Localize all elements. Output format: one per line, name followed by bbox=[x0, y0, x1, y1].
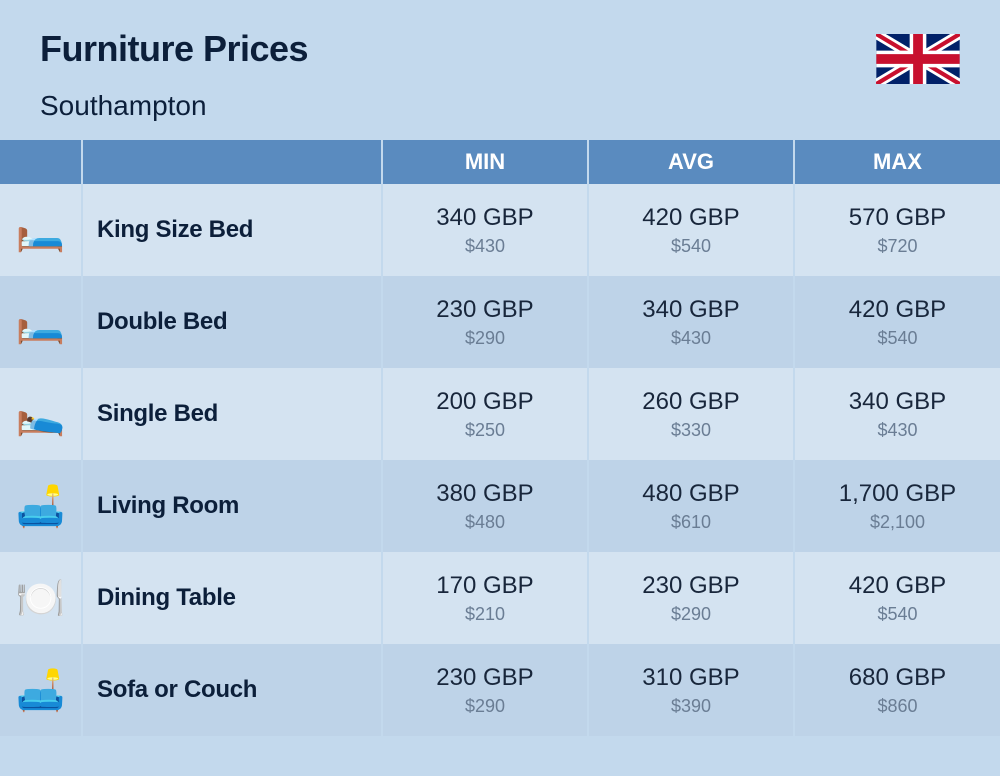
avg-cell: 230 GBP $290 bbox=[588, 552, 794, 644]
table-row: 🛏️King Size Bed340 GBP $430 420 GBP $540 570… bbox=[0, 184, 1000, 276]
price-table: MIN AVG MAX 🛏️King Size Bed340 GBP$43042… bbox=[0, 140, 1000, 736]
max-secondary: $540 bbox=[801, 604, 994, 625]
furniture-icon: 🛌 bbox=[0, 368, 82, 460]
col-name bbox=[82, 140, 382, 184]
avg-primary: 480 GBP bbox=[595, 480, 787, 508]
min-cell: 230 GBP $290 bbox=[382, 644, 588, 736]
min-primary: 170 GBP bbox=[389, 572, 581, 600]
max-primary: 680 GBP bbox=[801, 664, 994, 692]
min-secondary: $250 bbox=[389, 420, 581, 441]
table-row: 🛏️Double Bed230 GBP $290 340 GBP $430 420 GB… bbox=[0, 276, 1000, 368]
avg-cell: 420 GBP $540 bbox=[588, 184, 794, 276]
min-secondary: $290 bbox=[389, 328, 581, 349]
furniture-icon: 🛋️ bbox=[0, 644, 82, 736]
col-min: MIN bbox=[382, 140, 588, 184]
max-secondary: $540 bbox=[801, 328, 994, 349]
max-primary: 420 GBP bbox=[801, 572, 994, 600]
avg-cell: 480 GBP $610 bbox=[588, 460, 794, 552]
min-cell: 380 GBP $480 bbox=[382, 460, 588, 552]
max-secondary: $2,100 bbox=[801, 512, 994, 533]
furniture-icon: 🛏️ bbox=[0, 184, 82, 276]
min-secondary: $290 bbox=[389, 696, 581, 717]
col-max: MAX bbox=[794, 140, 1000, 184]
col-icon bbox=[0, 140, 82, 184]
max-primary: 340 GBP bbox=[801, 388, 994, 416]
min-primary: 340 GBP bbox=[389, 204, 581, 232]
avg-cell: 310 GBP $390 bbox=[588, 644, 794, 736]
max-cell: 420 GBP $540 bbox=[794, 276, 1000, 368]
table-row: 🛋️Sofa or Couch230 GBP $290 310 GBP $390 680… bbox=[0, 644, 1000, 736]
item-name: Living Room bbox=[82, 460, 382, 552]
max-secondary: $720 bbox=[801, 236, 994, 257]
max-cell: 340 GBP $430 bbox=[794, 368, 1000, 460]
min-primary: 230 GBP bbox=[389, 296, 581, 324]
min-cell: 200 GBP $250 bbox=[382, 368, 588, 460]
min-secondary: $210 bbox=[389, 604, 581, 625]
max-cell: 1,700 GBP $2,100 bbox=[794, 460, 1000, 552]
item-name: King Size Bed bbox=[82, 184, 382, 276]
table-row: 🛋️Living Room380 GBP $480 480 GBP $610 1,700… bbox=[0, 460, 1000, 552]
table-row: 🛌Single Bed200 GBP $250 260 GBP $330 340 GBP… bbox=[0, 368, 1000, 460]
avg-secondary: $390 bbox=[595, 696, 787, 717]
max-primary: 1,700 GBP bbox=[801, 480, 994, 508]
item-name: Sofa or Couch bbox=[82, 644, 382, 736]
header-text: Furniture Prices Southampton bbox=[40, 28, 308, 122]
avg-primary: 260 GBP bbox=[595, 388, 787, 416]
page-subtitle: Southampton bbox=[40, 90, 308, 122]
table-header-row: MIN AVG MAX bbox=[0, 140, 1000, 184]
min-primary: 230 GBP bbox=[389, 664, 581, 692]
avg-secondary: $430 bbox=[595, 328, 787, 349]
furniture-icon: 🛋️ bbox=[0, 460, 82, 552]
uk-flag-icon bbox=[876, 34, 960, 84]
furniture-icon: 🛏️ bbox=[0, 276, 82, 368]
avg-primary: 230 GBP bbox=[595, 572, 787, 600]
item-name: Single Bed bbox=[82, 368, 382, 460]
avg-cell: 340 GBP $430 bbox=[588, 276, 794, 368]
avg-primary: 420 GBP bbox=[595, 204, 787, 232]
header: Furniture Prices Southampton bbox=[0, 0, 1000, 140]
max-secondary: $430 bbox=[801, 420, 994, 441]
min-cell: 340 GBP $430 bbox=[382, 184, 588, 276]
table-row: 🍽️Dining Table170 GBP $210 230 GBP $290 420 … bbox=[0, 552, 1000, 644]
max-cell: 680 GBP $860 bbox=[794, 644, 1000, 736]
avg-primary: 310 GBP bbox=[595, 664, 787, 692]
max-primary: 420 GBP bbox=[801, 296, 994, 324]
avg-primary: 340 GBP bbox=[595, 296, 787, 324]
avg-secondary: $610 bbox=[595, 512, 787, 533]
item-name: Dining Table bbox=[82, 552, 382, 644]
item-name: Double Bed bbox=[82, 276, 382, 368]
max-primary: 570 GBP bbox=[801, 204, 994, 232]
min-secondary: $430 bbox=[389, 236, 581, 257]
min-primary: 200 GBP bbox=[389, 388, 581, 416]
avg-secondary: $330 bbox=[595, 420, 787, 441]
avg-cell: 260 GBP $330 bbox=[588, 368, 794, 460]
min-cell: 230 GBP $290 bbox=[382, 276, 588, 368]
col-avg: AVG bbox=[588, 140, 794, 184]
min-primary: 380 GBP bbox=[389, 480, 581, 508]
furniture-icon: 🍽️ bbox=[0, 552, 82, 644]
max-cell: 420 GBP $540 bbox=[794, 552, 1000, 644]
avg-secondary: $290 bbox=[595, 604, 787, 625]
max-cell: 570 GBP $720 bbox=[794, 184, 1000, 276]
min-secondary: $480 bbox=[389, 512, 581, 533]
min-cell: 170 GBP $210 bbox=[382, 552, 588, 644]
page-title: Furniture Prices bbox=[40, 28, 308, 70]
avg-secondary: $540 bbox=[595, 236, 787, 257]
max-secondary: $860 bbox=[801, 696, 994, 717]
